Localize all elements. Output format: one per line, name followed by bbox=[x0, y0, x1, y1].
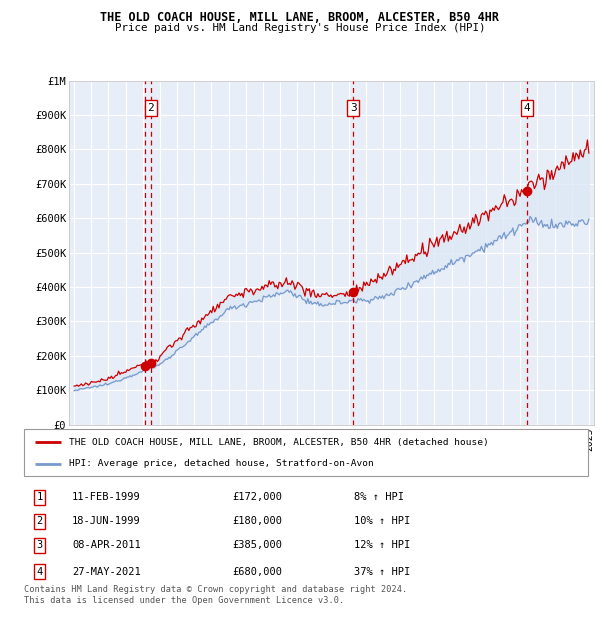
Text: 4: 4 bbox=[524, 103, 530, 113]
Text: £180,000: £180,000 bbox=[233, 516, 283, 526]
Text: £172,000: £172,000 bbox=[233, 492, 283, 502]
Text: 2: 2 bbox=[147, 103, 154, 113]
Text: 18-JUN-1999: 18-JUN-1999 bbox=[72, 516, 140, 526]
Text: 1: 1 bbox=[37, 492, 43, 502]
Text: 3: 3 bbox=[37, 541, 43, 551]
Text: THE OLD COACH HOUSE, MILL LANE, BROOM, ALCESTER, B50 4HR (detached house): THE OLD COACH HOUSE, MILL LANE, BROOM, A… bbox=[69, 438, 489, 446]
Text: 37% ↑ HPI: 37% ↑ HPI bbox=[354, 567, 410, 577]
Text: 8% ↑ HPI: 8% ↑ HPI bbox=[354, 492, 404, 502]
Text: 4: 4 bbox=[37, 567, 43, 577]
FancyBboxPatch shape bbox=[24, 429, 588, 476]
Text: 2: 2 bbox=[37, 516, 43, 526]
Text: £385,000: £385,000 bbox=[233, 541, 283, 551]
Text: 27-MAY-2021: 27-MAY-2021 bbox=[72, 567, 140, 577]
Text: £680,000: £680,000 bbox=[233, 567, 283, 577]
Text: Contains HM Land Registry data © Crown copyright and database right 2024.
This d: Contains HM Land Registry data © Crown c… bbox=[24, 585, 407, 604]
Text: 3: 3 bbox=[350, 103, 356, 113]
Text: THE OLD COACH HOUSE, MILL LANE, BROOM, ALCESTER, B50 4HR: THE OLD COACH HOUSE, MILL LANE, BROOM, A… bbox=[101, 11, 499, 24]
Text: HPI: Average price, detached house, Stratford-on-Avon: HPI: Average price, detached house, Stra… bbox=[69, 459, 374, 469]
Text: Price paid vs. HM Land Registry's House Price Index (HPI): Price paid vs. HM Land Registry's House … bbox=[115, 23, 485, 33]
Text: 12% ↑ HPI: 12% ↑ HPI bbox=[354, 541, 410, 551]
Text: 08-APR-2011: 08-APR-2011 bbox=[72, 541, 140, 551]
Text: 11-FEB-1999: 11-FEB-1999 bbox=[72, 492, 140, 502]
Text: 10% ↑ HPI: 10% ↑ HPI bbox=[354, 516, 410, 526]
